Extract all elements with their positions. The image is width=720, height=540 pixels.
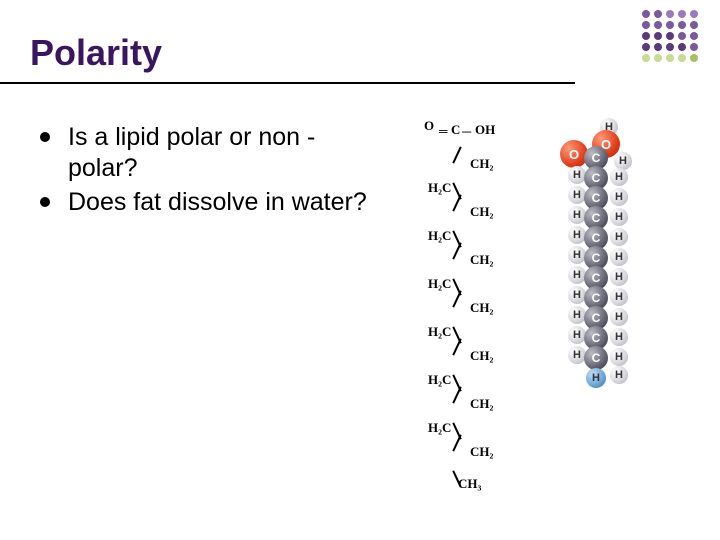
chain-segment: CH₂ [418, 296, 526, 320]
carbon-chain: CH₂ H₂C CH₂ H₂C CH₂ H₂C CH₂ H₂C CH₂ H₂C CH₂ H₂C CH₂ C… [418, 152, 526, 488]
chain-segment: CH₂ [418, 344, 526, 368]
chain-segment: H₂C [418, 368, 526, 392]
chain-segment: CH₂ [418, 440, 526, 464]
bullet-text: Is a lipid polar or non -polar? [68, 122, 370, 183]
atom-hydrogen: H [610, 168, 628, 186]
ch2-label: CH₂ [470, 396, 493, 412]
ch2-label: CH₂ [470, 444, 493, 460]
atom-hydrogen: H [610, 208, 628, 226]
bullet-icon [40, 132, 50, 142]
bullet-text: Does fat dissolve in water? [68, 187, 367, 218]
chain-segment: H₂C [418, 224, 526, 248]
atom-carbon: C [584, 346, 608, 370]
chain-segment: H₂C [418, 320, 526, 344]
ch2-label: H₂C [428, 324, 451, 340]
ch2-label: H₂C [428, 420, 451, 436]
carboxyl-group: O ═ C ─ OH [418, 118, 526, 152]
ch3-label: CH₃ [458, 476, 481, 492]
bullet-list: Is a lipid polar or non -polar? Does fat … [40, 122, 370, 222]
atom-hydrogen: H [610, 308, 628, 326]
atom-hydrogen: H [610, 268, 628, 286]
bullet-item: Is a lipid polar or non -polar? [40, 122, 370, 183]
bullet-item: Does fat dissolve in water? [40, 187, 370, 218]
decorative-dot-grid [642, 10, 698, 65]
ch2-label: H₂C [428, 372, 451, 388]
carbon-label: C [451, 122, 460, 138]
atom-hydrogen: H [610, 288, 628, 306]
chain-segment: H₂C [418, 416, 526, 440]
atom-hydrogen: H [610, 188, 628, 206]
spacefill-model: HOOCHHCHHCHHCHHCHHCHHCHHCHHCHHCHHCHHH [548, 118, 644, 468]
chain-segment: CH₂ [418, 392, 526, 416]
ch2-label: CH₂ [470, 204, 493, 220]
ch2-label: H₂C [428, 276, 451, 292]
chain-segment: CH₂ [418, 152, 526, 176]
single-bond: ─ [462, 124, 471, 140]
atom-hydrogen: H [610, 366, 628, 384]
chain-segment: CH₂ [418, 200, 526, 224]
ch2-label: CH₂ [470, 348, 493, 364]
double-bond: ═ [439, 124, 447, 139]
chain-segment: CH₂ [418, 248, 526, 272]
atom-hydrogen: H [586, 368, 606, 388]
ch2-label: CH₂ [470, 252, 493, 268]
atom-hydrogen: H [610, 248, 628, 266]
terminal-group: CH₃ [418, 464, 526, 488]
bullet-icon [40, 197, 50, 207]
ch2-label: CH₂ [470, 300, 493, 316]
ch2-label: CH₂ [470, 156, 493, 172]
page-title: Polarity [30, 32, 162, 74]
ch2-label: H₂C [428, 180, 451, 196]
chain-segment: H₂C [418, 176, 526, 200]
hydroxyl-label: OH [475, 122, 495, 138]
atom-hydrogen: H [610, 328, 628, 346]
oxygen-double-label: O [424, 118, 434, 134]
title-underline [0, 82, 575, 84]
ch2-label: H₂C [428, 228, 451, 244]
atom-hydrogen: H [610, 348, 628, 366]
chain-segment: H₂C [418, 272, 526, 296]
atom-hydrogen: H [610, 228, 628, 246]
skeletal-formula: O ═ C ─ OH CH₂ H₂C CH₂ H₂C CH₂ H₂C CH₂ H₂C CH₂ H₂… [418, 118, 526, 488]
lipid-diagram: O ═ C ─ OH CH₂ H₂C CH₂ H₂C CH₂ H₂C CH₂ H₂C CH₂ H₂… [390, 118, 680, 508]
